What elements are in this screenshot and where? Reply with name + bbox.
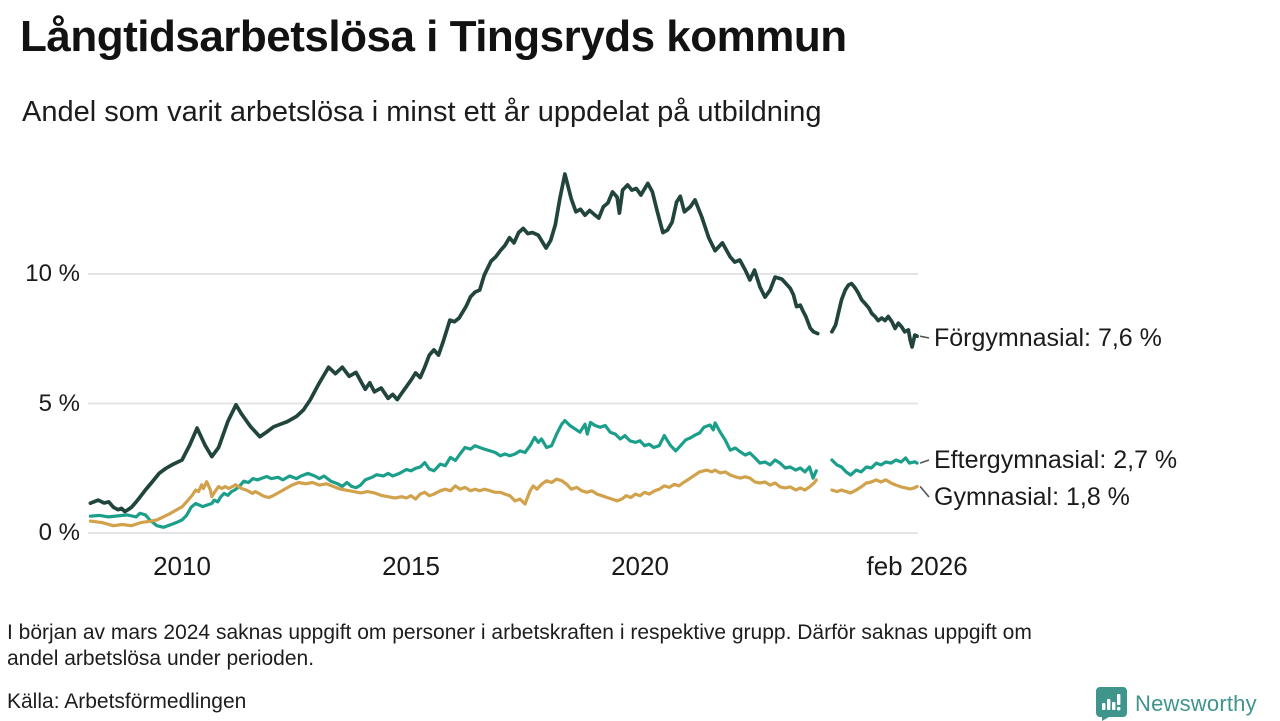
bar-chart-speech-bubble-icon (1096, 687, 1127, 721)
y-axis-tick-label: 10 % (25, 260, 80, 287)
page-title: Långtidsarbetslösa i Tingsryds kommun (20, 12, 847, 61)
x-axis-tick-label: 2020 (611, 551, 669, 581)
source-note: Källa: Arbetsförmedlingen (7, 690, 247, 713)
series-label-gymnasial: Gymnasial: 1,8 % (934, 483, 1130, 511)
y-axis-tick-label: 0 % (38, 519, 80, 546)
footnote-line-2: andel arbetslösa under perioden. (7, 647, 315, 670)
footnote: I början av mars 2024 saknas uppgift om … (7, 620, 1247, 672)
y-axis-tick-label: 5 % (38, 389, 80, 417)
newsworthy-logo-text: Newsworthy (1135, 691, 1257, 716)
page-subtitle: Andel som varit arbetslösa i minst ett å… (22, 96, 822, 128)
series-label-forgymnasial: Förgymnasial: 7,6 % (934, 324, 1162, 352)
series-label-eftergymnasial: Eftergymnasial: 2,7 % (934, 446, 1178, 474)
footnote-line-1: I början av mars 2024 saknas uppgift om … (7, 621, 1032, 644)
x-axis-tick-label: 2015 (382, 551, 440, 581)
x-axis-tick-label: feb 2026 (866, 551, 968, 581)
x-axis-tick-label: 2010 (153, 551, 211, 581)
newsworthy-logo: Newsworthy (1096, 687, 1257, 721)
